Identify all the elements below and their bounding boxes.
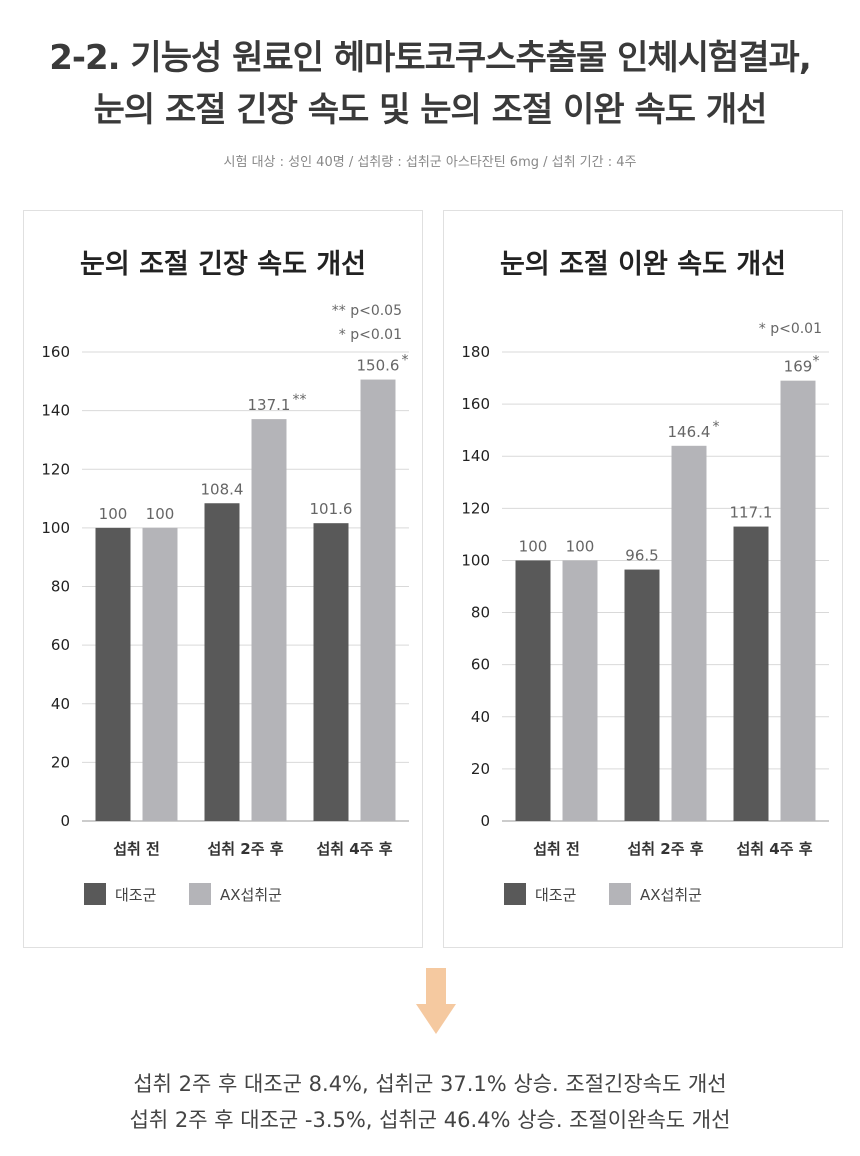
bar-ax-0 — [562, 560, 598, 821]
data-label: 100 — [566, 537, 595, 555]
y-tick-label: 0 — [480, 812, 490, 830]
legend-swatch-ax — [189, 883, 211, 905]
data-label: 100 — [519, 537, 548, 555]
chart-panel-tension-speed: 눈의 조절 긴장 속도 개선 0 20 40 60 80 100 120 140 160 ** p<… — [23, 210, 423, 948]
y-tick-label: 40 — [51, 695, 70, 713]
bar-control-2 — [313, 523, 349, 821]
chart-title: 눈의 조절 이완 속도 개선 — [500, 249, 786, 280]
bar-ax-0 — [142, 527, 178, 821]
data-label: 146.4 — [668, 423, 711, 441]
data-label: 169 — [784, 358, 813, 376]
x-category-label: 섭취 전 — [113, 840, 160, 858]
y-tick-label: 120 — [41, 460, 70, 478]
legend-label: AX섭취군 — [640, 886, 702, 904]
legend-swatch-control — [504, 883, 526, 905]
y-tick-label: 60 — [471, 656, 490, 674]
legend-label: 대조군 — [115, 886, 157, 904]
chart-panel-relaxation-speed: 눈의 조절 이완 속도 개선 0 20 40 60 80 100 120 140 160 180 * … — [443, 210, 843, 948]
y-tick-label: 180 — [461, 343, 490, 361]
significance-mark: * — [713, 419, 720, 435]
significance-note: ** p<0.05 — [332, 303, 402, 319]
legend-swatch-control — [84, 883, 106, 905]
bar-control-2 — [733, 526, 769, 821]
x-category-label: 섭취 2주 후 — [207, 840, 283, 858]
legend-swatch-ax — [609, 883, 631, 905]
x-category-label: 섭취 4주 후 — [316, 840, 392, 858]
bar-ax-1 — [671, 445, 707, 821]
y-tick-label: 120 — [461, 499, 490, 517]
bar-control-1 — [624, 569, 660, 821]
bar-control-1 — [204, 503, 240, 821]
data-label: 96.5 — [625, 547, 658, 565]
page-title-line-1: 2-2. 기능성 원료인 헤마토코쿠스추출물 인체시험결과, — [49, 38, 811, 78]
x-category-label: 섭취 4주 후 — [736, 840, 812, 858]
significance-note: * p<0.01 — [759, 321, 822, 337]
x-category-label: 섭취 2주 후 — [627, 840, 703, 858]
significance-mark: * — [813, 354, 820, 370]
bar-ax-2 — [780, 380, 816, 821]
data-label: 108.4 — [201, 480, 244, 498]
tension-speed-chart: 눈의 조절 긴장 속도 개선 0 20 40 60 80 100 120 140 160 ** p<… — [41, 249, 409, 905]
page-title-line-2: 눈의 조절 긴장 속도 및 눈의 조절 이완 속도 개선 — [93, 90, 768, 130]
study-conditions: 시험 대상 : 성인 40명 / 섭취량 : 섭취군 아스타잔틴 6mg / 섭… — [223, 155, 637, 170]
y-tick-label: 160 — [41, 343, 70, 361]
y-tick-label: 140 — [41, 402, 70, 420]
data-label: 117.1 — [730, 504, 773, 522]
data-label: 101.6 — [310, 500, 353, 518]
summary-line-1: 섭취 2주 후 대조군 8.4%, 섭취군 37.1% 상승. 조절긴장속도 개… — [133, 1072, 727, 1096]
y-tick-label: 60 — [51, 636, 70, 654]
bar-ax-2 — [360, 379, 396, 821]
y-tick-label: 0 — [60, 812, 70, 830]
data-label: 150.6 — [357, 357, 400, 375]
data-label: 137.1 — [248, 396, 291, 414]
y-tick-label: 40 — [471, 708, 490, 726]
y-tick-label: 80 — [51, 578, 70, 596]
down-arrow-icon — [416, 968, 456, 1038]
significance-mark: ** — [293, 392, 307, 408]
significance-mark: * — [402, 353, 409, 369]
data-label: 100 — [146, 505, 175, 523]
summary-line-2: 섭취 2주 후 대조군 -3.5%, 섭취군 46.4% 상승. 조절이완속도 … — [129, 1108, 731, 1132]
x-category-label: 섭취 전 — [533, 840, 580, 858]
relaxation-speed-chart: 눈의 조절 이완 속도 개선 0 20 40 60 80 100 120 140 160 180 * … — [461, 249, 829, 905]
y-tick-label: 140 — [461, 447, 490, 465]
data-label: 100 — [99, 505, 128, 523]
y-tick-label: 20 — [51, 753, 70, 771]
bar-control-0 — [515, 560, 551, 821]
significance-note: * p<0.01 — [339, 327, 402, 343]
bar-control-0 — [95, 527, 131, 821]
legend-label: AX섭취군 — [220, 886, 282, 904]
y-tick-label: 160 — [461, 395, 490, 413]
bar-ax-1 — [251, 419, 287, 821]
y-tick-label: 100 — [41, 519, 70, 537]
legend-label: 대조군 — [535, 886, 577, 904]
chart-title: 눈의 조절 긴장 속도 개선 — [80, 249, 366, 280]
y-tick-label: 80 — [471, 604, 490, 622]
y-tick-label: 20 — [471, 760, 490, 778]
y-tick-label: 100 — [461, 551, 490, 569]
